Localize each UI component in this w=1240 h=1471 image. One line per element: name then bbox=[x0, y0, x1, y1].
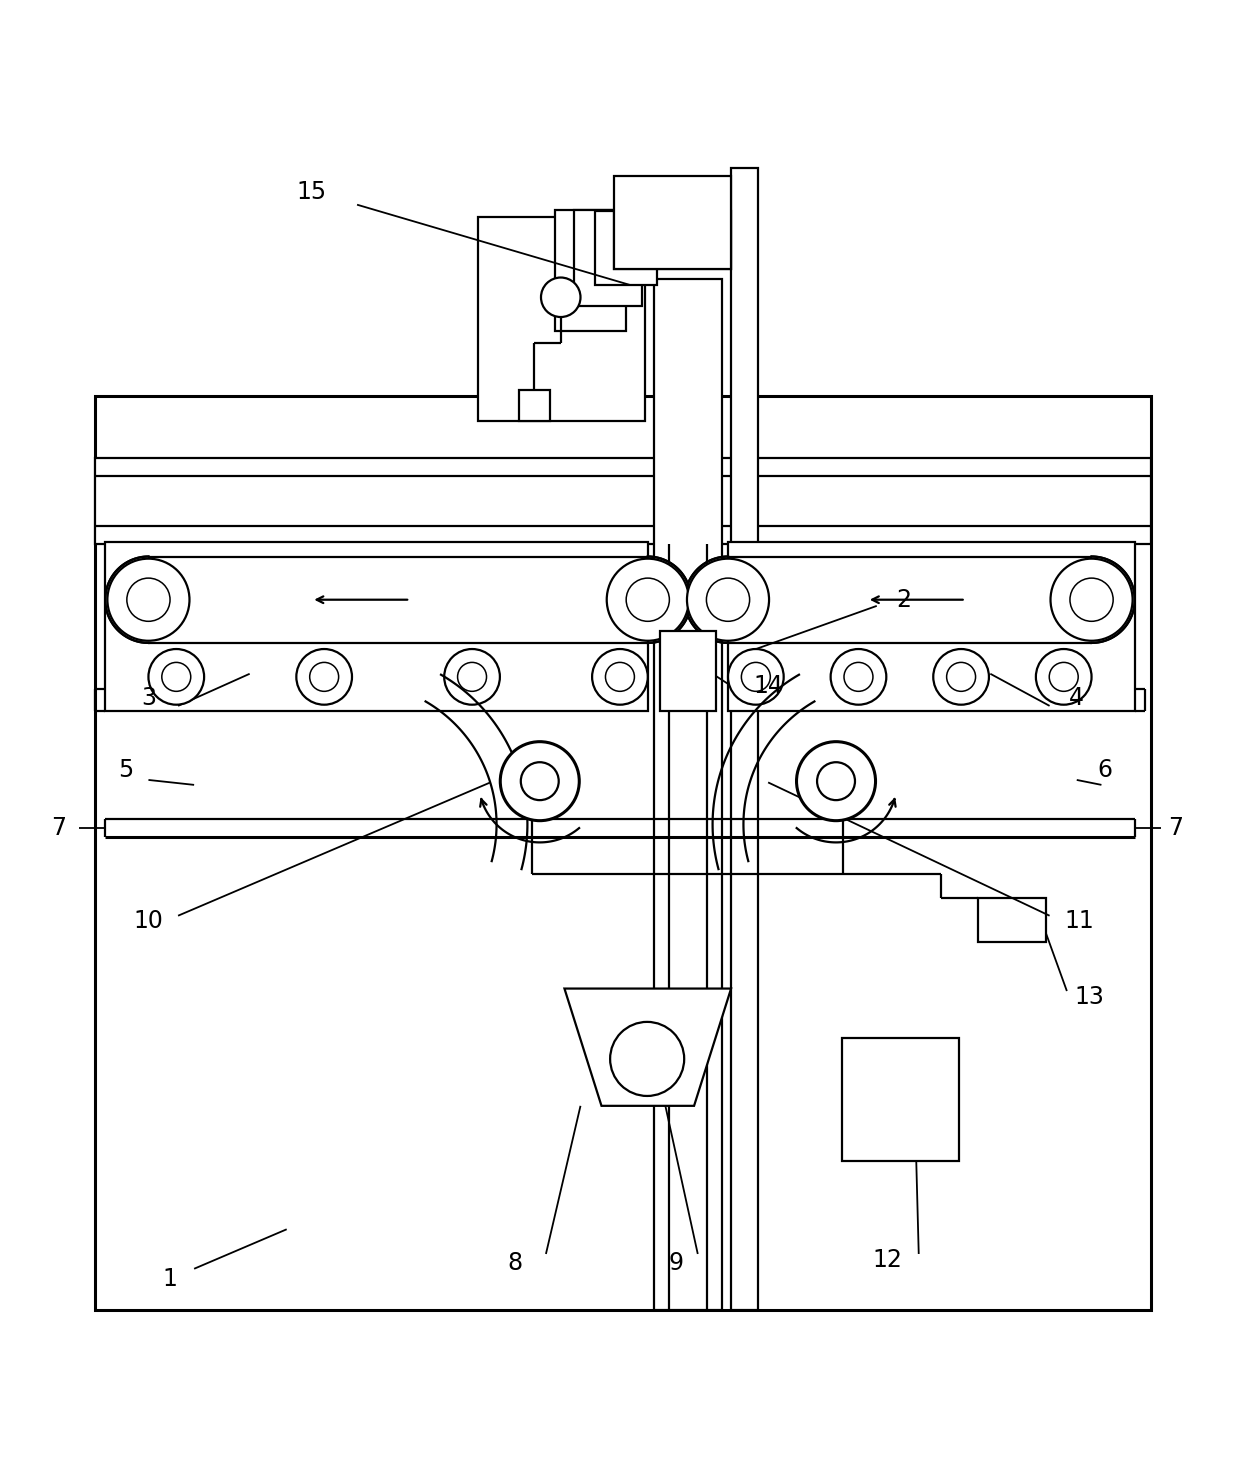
Circle shape bbox=[831, 649, 887, 705]
Bar bbox=[95, 457, 1151, 544]
Circle shape bbox=[500, 741, 579, 821]
Text: 2: 2 bbox=[897, 588, 911, 612]
Text: 9: 9 bbox=[668, 1250, 683, 1274]
Circle shape bbox=[108, 559, 190, 641]
Text: 7: 7 bbox=[1168, 816, 1183, 840]
Text: 5: 5 bbox=[119, 758, 134, 783]
Text: 8: 8 bbox=[507, 1250, 522, 1274]
Text: 7: 7 bbox=[51, 816, 66, 840]
Circle shape bbox=[444, 649, 500, 705]
Circle shape bbox=[458, 662, 486, 691]
Circle shape bbox=[149, 649, 205, 705]
Circle shape bbox=[310, 662, 339, 691]
Circle shape bbox=[296, 649, 352, 705]
Bar bbox=[978, 899, 1045, 941]
Circle shape bbox=[610, 1022, 684, 1096]
Text: 1: 1 bbox=[162, 1267, 177, 1290]
Bar bbox=[95, 396, 1151, 1309]
Polygon shape bbox=[564, 989, 732, 1106]
Bar bbox=[660, 631, 717, 710]
Circle shape bbox=[742, 662, 770, 691]
Text: 15: 15 bbox=[296, 181, 326, 204]
Bar bbox=[653, 279, 722, 1309]
Bar bbox=[518, 390, 549, 421]
Bar bbox=[574, 210, 642, 306]
Circle shape bbox=[728, 649, 784, 705]
Text: 14: 14 bbox=[753, 674, 784, 699]
Bar bbox=[554, 210, 626, 331]
Circle shape bbox=[1035, 649, 1091, 705]
Bar bbox=[105, 541, 647, 710]
Circle shape bbox=[521, 762, 559, 800]
Circle shape bbox=[541, 278, 580, 318]
Circle shape bbox=[817, 762, 856, 800]
Circle shape bbox=[126, 578, 170, 621]
Circle shape bbox=[707, 578, 750, 621]
Circle shape bbox=[626, 578, 670, 621]
Circle shape bbox=[593, 649, 647, 705]
Bar bbox=[595, 210, 657, 285]
Circle shape bbox=[934, 649, 990, 705]
Text: 13: 13 bbox=[1074, 986, 1104, 1009]
Text: 4: 4 bbox=[1069, 687, 1084, 710]
Circle shape bbox=[1049, 662, 1079, 691]
Circle shape bbox=[1070, 578, 1114, 621]
Bar bbox=[614, 177, 732, 269]
Circle shape bbox=[796, 741, 875, 821]
Text: 6: 6 bbox=[1097, 758, 1112, 783]
Bar bbox=[728, 541, 1135, 710]
Circle shape bbox=[844, 662, 873, 691]
Text: 10: 10 bbox=[134, 909, 164, 933]
Circle shape bbox=[161, 662, 191, 691]
Circle shape bbox=[946, 662, 976, 691]
Circle shape bbox=[687, 559, 769, 641]
Text: 3: 3 bbox=[141, 687, 156, 710]
Circle shape bbox=[605, 662, 635, 691]
Bar bbox=[614, 210, 732, 269]
Bar bbox=[732, 168, 758, 1309]
Text: 11: 11 bbox=[1064, 909, 1094, 933]
Bar bbox=[479, 218, 645, 421]
Text: 12: 12 bbox=[873, 1247, 903, 1272]
Bar bbox=[842, 1039, 960, 1162]
Circle shape bbox=[1050, 559, 1132, 641]
Circle shape bbox=[606, 559, 689, 641]
